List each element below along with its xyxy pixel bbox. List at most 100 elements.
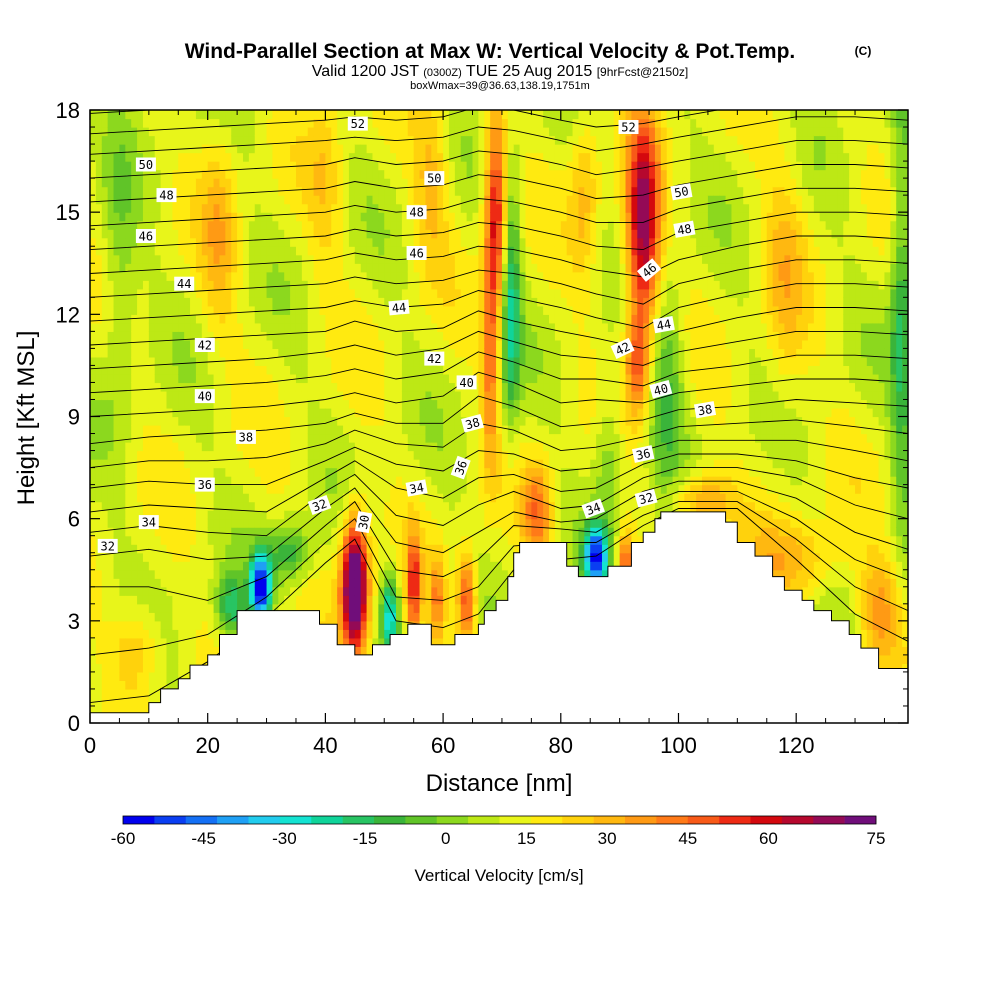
w-cell [95, 501, 103, 511]
w-cell [372, 569, 379, 579]
w-cell [437, 331, 444, 341]
w-cell [148, 382, 156, 392]
w-cell [90, 705, 97, 716]
w-cell [272, 373, 279, 384]
w-cell [301, 544, 309, 554]
w-cell [278, 399, 285, 409]
w-cell [131, 561, 138, 571]
w-cell [178, 339, 185, 349]
w-cell [207, 544, 215, 554]
w-cell [372, 212, 379, 222]
w-cell [319, 365, 326, 375]
w-cell [160, 654, 168, 664]
w-cell [207, 110, 215, 120]
w-cell [284, 407, 291, 418]
w-cell [166, 382, 173, 392]
w-cell [195, 450, 203, 460]
w-cell [172, 246, 179, 256]
w-cell [337, 305, 344, 315]
w-cell [142, 671, 150, 682]
w-cell [90, 186, 97, 196]
w-cell [195, 135, 203, 145]
w-cell [266, 254, 274, 264]
w-cell [413, 527, 421, 537]
w-cell [390, 271, 397, 281]
w-cell [166, 680, 173, 690]
w-cell [243, 254, 250, 264]
w-cell [184, 416, 191, 426]
w-cell [295, 459, 303, 469]
w-cell [437, 297, 444, 307]
w-cell [184, 518, 191, 528]
w-cell [319, 110, 326, 120]
w-cell [266, 595, 274, 605]
w-cell [419, 263, 427, 273]
w-cell [301, 195, 309, 205]
w-cell [101, 365, 109, 375]
w-cell [448, 450, 456, 460]
w-cell [160, 569, 168, 579]
w-cell [295, 237, 303, 247]
w-cell [154, 322, 162, 332]
w-cell [437, 263, 444, 273]
w-cell [272, 586, 279, 596]
w-cell [331, 246, 338, 256]
w-cell [372, 518, 379, 528]
w-cell [478, 425, 485, 435]
w-cell [131, 382, 138, 392]
w-cell [131, 620, 138, 630]
w-cell [184, 527, 191, 537]
w-cell [154, 442, 162, 452]
w-cell [260, 161, 268, 171]
w-cell [472, 399, 479, 409]
w-cell [142, 280, 150, 290]
w-cell [319, 135, 326, 145]
w-cell [348, 186, 356, 196]
w-cell [484, 356, 491, 367]
w-cell [378, 331, 385, 341]
w-cell [384, 637, 391, 647]
w-cell [419, 467, 427, 477]
w-cell [125, 365, 132, 375]
w-cell [195, 586, 203, 596]
w-cell [184, 501, 191, 511]
w-cell [101, 263, 109, 273]
w-cell [496, 552, 503, 562]
w-cell [325, 110, 332, 120]
w-cell [207, 161, 215, 171]
w-cell [195, 646, 203, 656]
w-cell [431, 365, 438, 375]
w-cell [178, 246, 185, 256]
w-cell [90, 297, 97, 307]
w-cell [243, 178, 250, 188]
w-cell [148, 144, 156, 154]
w-cell [101, 110, 109, 120]
w-cell [319, 407, 326, 418]
w-cell [243, 127, 250, 137]
w-cell [166, 493, 173, 503]
w-cell [278, 152, 285, 162]
w-cell [472, 595, 479, 605]
w-cell [184, 561, 191, 571]
w-cell [278, 356, 285, 367]
w-cell [425, 561, 432, 571]
w-cell [448, 246, 456, 256]
w-cell [343, 450, 350, 460]
w-cell [384, 254, 391, 264]
w-cell [396, 365, 403, 375]
w-cell [348, 339, 356, 349]
w-cell [472, 569, 479, 579]
w-cell [360, 152, 368, 162]
w-cell [484, 322, 491, 332]
w-cell [443, 356, 450, 367]
w-cell [178, 663, 185, 673]
w-cell [378, 144, 385, 154]
w-cell [419, 135, 427, 145]
w-cell [119, 305, 126, 315]
w-cell [307, 527, 315, 537]
w-cell [396, 620, 403, 630]
w-cell [284, 595, 291, 605]
w-cell [484, 348, 491, 358]
w-cell [248, 254, 256, 264]
w-cell [325, 322, 332, 332]
